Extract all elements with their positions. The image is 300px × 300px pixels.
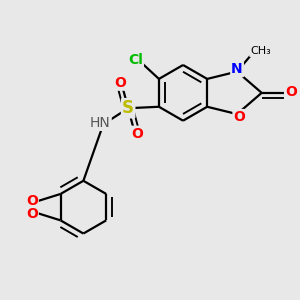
Text: N: N — [231, 62, 243, 76]
Text: S: S — [122, 99, 134, 117]
Text: O: O — [233, 110, 245, 124]
Text: O: O — [26, 207, 38, 220]
Text: HN: HN — [90, 116, 111, 130]
Text: O: O — [26, 194, 38, 208]
Text: O: O — [114, 76, 126, 90]
Text: O: O — [132, 127, 143, 141]
Text: O: O — [285, 85, 297, 99]
Text: Cl: Cl — [128, 53, 143, 67]
Text: CH₃: CH₃ — [250, 46, 271, 56]
